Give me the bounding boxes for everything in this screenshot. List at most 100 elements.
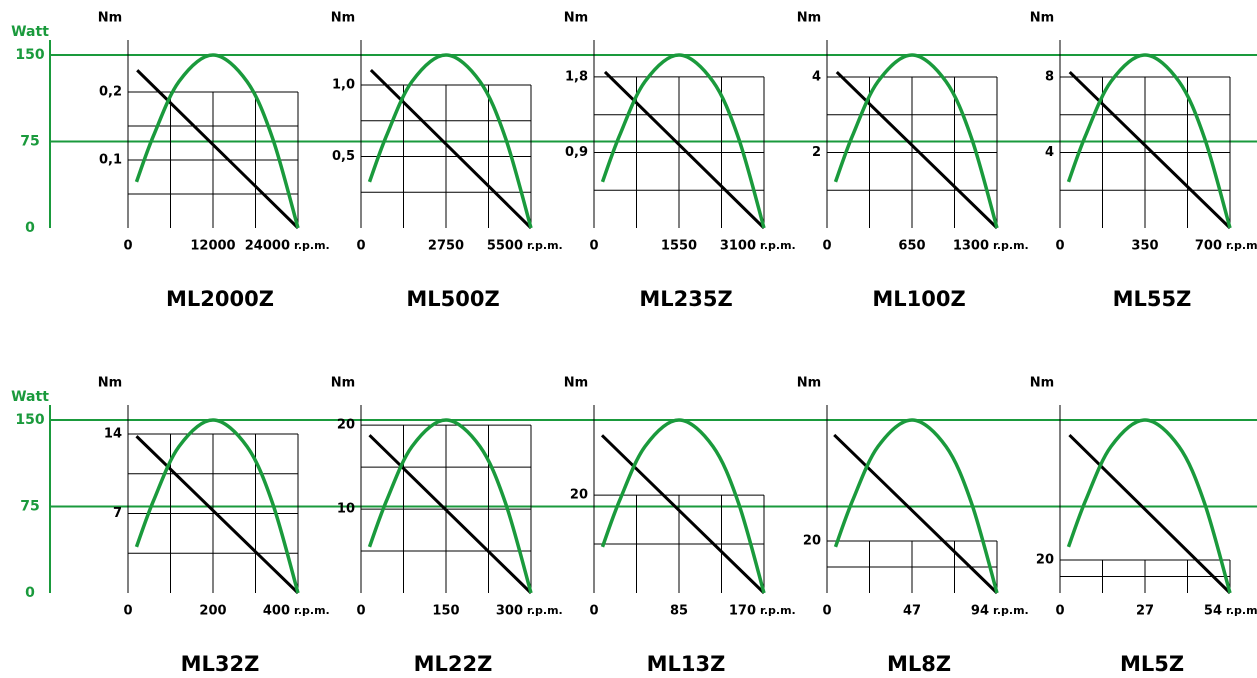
x-tick-label: 0 <box>822 604 831 619</box>
y2-tick-label: 150 <box>15 412 44 428</box>
y-tick-label: 20 <box>1036 553 1054 568</box>
x-tick-label: 0 <box>822 239 831 254</box>
chart-title: ML5Z <box>1120 652 1184 676</box>
y-tick-label: 0,1 <box>99 153 122 168</box>
x-tick-label: 2750 <box>428 239 464 254</box>
x-tick-label: 3100 <box>720 239 756 254</box>
x-tick-label: 1550 <box>661 239 697 254</box>
x-tick-label: 85 <box>670 604 688 619</box>
torque-line <box>833 433 999 595</box>
x-axis-label: r.p.m. <box>1226 239 1257 252</box>
x-tick-label: 700 <box>1195 239 1222 254</box>
x-tick-label: 0 <box>123 604 132 619</box>
x-tick-label: 94 <box>971 604 989 619</box>
x-tick-label: 0 <box>356 604 365 619</box>
chart-title: ML500Z <box>406 287 499 311</box>
y-axis-label: Nm <box>98 376 122 391</box>
x-tick-label: 47 <box>903 604 921 619</box>
x-axis-label: r.p.m. <box>1226 604 1257 617</box>
torque-line <box>135 435 300 595</box>
x-tick-label: 24000 <box>245 239 290 254</box>
torque-line <box>835 71 999 230</box>
power-curve <box>1066 53 1232 229</box>
x-tick-label: 400 <box>263 604 290 619</box>
y2-axis-label: Watt <box>11 24 49 40</box>
power-curve <box>600 53 766 229</box>
chart-title: ML22Z <box>414 652 493 676</box>
x-tick-label: 5500 <box>487 239 523 254</box>
y-axis-label: Nm <box>797 11 821 26</box>
x-axis-label: r.p.m. <box>294 239 330 252</box>
x-axis-label: r.p.m. <box>294 604 330 617</box>
y-tick-label: 0,2 <box>99 85 122 100</box>
x-tick-label: 0 <box>1055 604 1064 619</box>
y-tick-label: 4 <box>812 69 821 84</box>
y-axis-label: Nm <box>98 11 122 26</box>
x-tick-label: 1300 <box>953 239 989 254</box>
chart-title: ML55Z <box>1113 287 1192 311</box>
power-curve <box>833 53 999 229</box>
y-axis-label: Nm <box>1030 11 1054 26</box>
y2-tick-label: 0 <box>25 585 35 601</box>
power-curve <box>1066 418 1232 594</box>
y-axis-label: Nm <box>564 376 588 391</box>
power-curve <box>367 53 533 229</box>
power-curve <box>367 418 533 594</box>
x-axis-label: r.p.m. <box>527 604 563 617</box>
y-tick-label: 10 <box>337 502 355 517</box>
y-axis-label: Nm <box>331 11 355 26</box>
x-tick-label: 0 <box>1055 239 1064 254</box>
x-axis-label: r.p.m. <box>760 239 796 252</box>
x-tick-label: 170 <box>729 604 756 619</box>
y-tick-label: 1,8 <box>565 69 588 84</box>
x-tick-label: 54 <box>1204 604 1222 619</box>
power-curve <box>833 418 999 594</box>
x-tick-label: 200 <box>199 604 226 619</box>
torque-line <box>1068 433 1232 595</box>
y-tick-label: 0,5 <box>332 149 355 164</box>
y-axis-label: Nm <box>1030 376 1054 391</box>
torque-line <box>603 70 766 230</box>
y2-tick-label: 150 <box>15 47 44 63</box>
x-tick-label: 0 <box>356 239 365 254</box>
power-curve <box>134 53 300 229</box>
y-tick-label: 0,9 <box>565 145 588 160</box>
x-tick-label: 150 <box>432 604 459 619</box>
y-tick-label: 2 <box>812 145 821 160</box>
chart-title: ML100Z <box>872 287 965 311</box>
x-axis-label: r.p.m. <box>993 604 1029 617</box>
power-curve <box>600 418 766 594</box>
x-tick-label: 650 <box>898 239 925 254</box>
y-tick-label: 14 <box>104 426 122 441</box>
x-tick-label: 0 <box>589 604 598 619</box>
chart-title: ML235Z <box>639 287 732 311</box>
y-axis-label: Nm <box>331 376 355 391</box>
x-axis-label: r.p.m. <box>760 604 796 617</box>
x-axis-label: r.p.m. <box>527 239 563 252</box>
y2-tick-label: 75 <box>20 133 39 149</box>
y-tick-label: 8 <box>1045 69 1054 84</box>
chart-title: ML8Z <box>887 652 951 676</box>
y-axis-label: Nm <box>564 11 588 26</box>
x-tick-label: 12000 <box>190 239 235 254</box>
chart-title: ML2000Z <box>166 287 274 311</box>
torque-line <box>1068 71 1232 230</box>
x-tick-label: 350 <box>1131 239 1158 254</box>
x-tick-label: 27 <box>1136 604 1154 619</box>
y-axis-label: Nm <box>797 376 821 391</box>
torque-line <box>368 434 533 595</box>
torque-line <box>600 434 766 595</box>
y-tick-label: 1,0 <box>332 78 355 93</box>
power-curve <box>134 418 300 594</box>
y-tick-label: 20 <box>803 533 821 548</box>
y-tick-label: 7 <box>113 506 122 521</box>
y2-tick-label: 0 <box>25 220 35 236</box>
chart-title: ML13Z <box>647 652 726 676</box>
y-tick-label: 20 <box>337 418 355 433</box>
torque-line <box>369 68 533 230</box>
x-tick-label: 0 <box>589 239 598 254</box>
torque-line <box>136 69 300 230</box>
y2-tick-label: 75 <box>20 498 39 514</box>
x-tick-label: 0 <box>123 239 132 254</box>
